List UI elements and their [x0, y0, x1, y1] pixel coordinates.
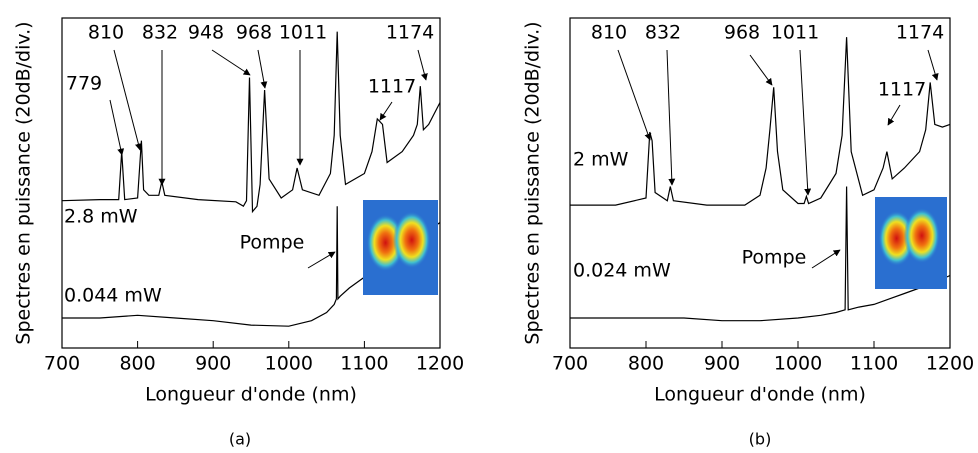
y-axis-label: Spectres en puissance (20dB/div.)	[522, 21, 544, 344]
x-tick-label: 800	[628, 353, 664, 375]
annotation-arrow	[257, 49, 268, 89]
spectrum-line	[61, 31, 441, 214]
peak-annotation: 1117	[368, 76, 416, 98]
x-tick-label: 900	[195, 353, 231, 375]
x-axis-label: Longueur d'onde (nm)	[145, 384, 357, 406]
spectrum-line	[570, 37, 951, 206]
annotation-arrow	[211, 49, 251, 76]
annotation-arrow	[379, 101, 393, 121]
peak-annotation: 832	[142, 22, 178, 44]
x-tick-label: 1000	[265, 353, 313, 375]
peak-annotation: Pompe	[240, 232, 305, 254]
plot-frame	[569, 17, 951, 349]
y-axis-label: Spectres en puissance (20dB/div.)	[13, 21, 35, 344]
x-tick-label: 1200	[416, 353, 464, 375]
spectrum-line	[570, 186, 951, 322]
caption: (b)	[749, 430, 772, 449]
caption: (a)	[229, 430, 251, 449]
x-tick-label: 900	[704, 353, 740, 375]
peak-annotation: 948	[188, 22, 224, 44]
peak-annotation: 1174	[386, 22, 434, 44]
annotation-arrow	[887, 104, 901, 126]
peak-annotation: 779	[66, 73, 102, 95]
annotation-arrow	[799, 49, 812, 196]
series-label: 2.8 mW	[64, 206, 138, 228]
peak-annotation: 1117	[878, 79, 926, 101]
x-tick-label: 1000	[774, 353, 822, 375]
peak-annotation: 1011	[279, 22, 327, 44]
plot-frame	[61, 17, 441, 349]
peak-annotation: 968	[724, 22, 760, 44]
x-tick-label: 700	[44, 353, 80, 375]
series-label: 2 mW	[573, 149, 629, 171]
series-label: 0.044 mW	[64, 285, 162, 307]
peak-annotation: 810	[88, 22, 124, 44]
annotation-arrow	[307, 251, 336, 269]
inset-lobe	[393, 211, 431, 269]
peak-annotation: 832	[645, 22, 681, 44]
peak-annotation: Pompe	[742, 247, 807, 269]
annotation-arrow	[749, 54, 773, 86]
annotation-arrow	[927, 49, 939, 81]
annotation-arrow	[811, 249, 841, 269]
x-tick-label: 800	[119, 353, 155, 375]
x-tick-label: 1200	[926, 353, 974, 375]
annotation-arrow	[417, 49, 428, 81]
annotation-arrow	[113, 49, 142, 151]
x-tick-label: 700	[552, 353, 588, 375]
inset-lobe	[903, 208, 940, 264]
annotation-arrow	[109, 99, 125, 156]
x-tick-label: 1100	[850, 353, 898, 375]
peak-annotation: 1174	[896, 22, 944, 44]
series-label: 0.024 mW	[573, 260, 671, 282]
annotation-arrow	[617, 49, 652, 141]
peak-annotation: 1011	[771, 22, 819, 44]
peak-annotation: 968	[236, 22, 272, 44]
peak-annotation: 810	[591, 22, 627, 44]
x-axis-label: Longueur d'onde (nm)	[654, 384, 866, 406]
x-tick-label: 1100	[340, 353, 388, 375]
annotation-arrow	[666, 49, 676, 186]
